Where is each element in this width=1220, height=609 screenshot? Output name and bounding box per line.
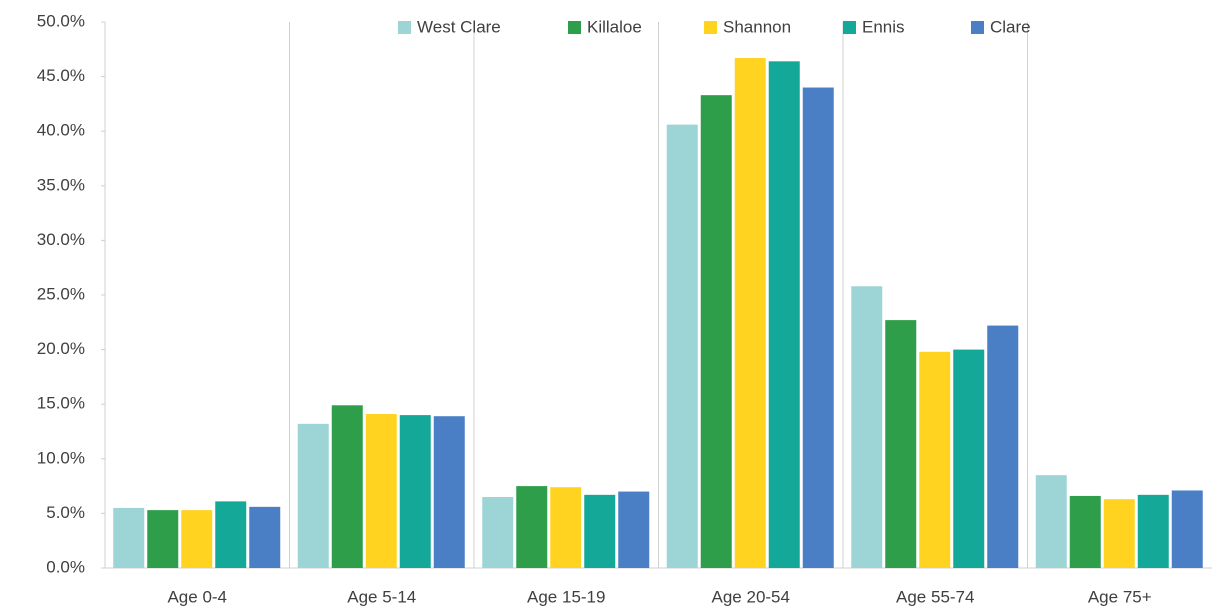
bar [1103, 499, 1135, 568]
x-tick-label: Age 15-19 [527, 587, 605, 606]
y-tick-label: 45.0% [37, 66, 85, 85]
y-tick-label: 5.0% [46, 503, 85, 522]
x-tick-label: Age 75+ [1088, 587, 1152, 606]
bar [768, 61, 800, 568]
y-tick-label: 20.0% [37, 339, 85, 358]
bar [113, 507, 145, 568]
y-tick-label: 25.0% [37, 284, 85, 303]
y-tick-label: 35.0% [37, 175, 85, 194]
bar [516, 486, 548, 568]
legend-swatch [398, 21, 411, 34]
bar [885, 320, 917, 568]
bar [1069, 495, 1101, 568]
x-tick-label: Age 20-54 [712, 587, 790, 606]
bar [181, 510, 213, 568]
y-tick-label: 50.0% [37, 11, 85, 30]
bar [215, 501, 247, 568]
bar [365, 414, 397, 568]
bar [618, 491, 650, 568]
bar [919, 351, 951, 568]
legend-label: Shannon [723, 17, 791, 36]
x-tick-label: Age 55-74 [896, 587, 974, 606]
bar [1035, 475, 1067, 568]
legend-swatch [971, 21, 984, 34]
x-tick-label: Age 0-4 [167, 587, 227, 606]
bar [433, 416, 465, 568]
bar [331, 405, 363, 568]
y-tick-label: 30.0% [37, 230, 85, 249]
bar [953, 349, 985, 568]
bar [987, 325, 1019, 568]
y-tick-label: 40.0% [37, 121, 85, 140]
legend-swatch [568, 21, 581, 34]
bar [147, 510, 179, 568]
bar [399, 415, 431, 568]
legend-label: Ennis [862, 17, 905, 36]
bar [482, 497, 514, 568]
y-tick-label: 0.0% [46, 557, 85, 576]
legend-swatch [704, 21, 717, 34]
bar [734, 58, 766, 568]
y-tick-label: 10.0% [37, 448, 85, 467]
y-tick-label: 15.0% [37, 394, 85, 413]
bar [666, 124, 698, 568]
bar [550, 487, 582, 568]
bar [249, 506, 281, 568]
bar [584, 494, 616, 568]
bar [700, 95, 732, 568]
bar [851, 286, 883, 568]
bar [297, 423, 329, 568]
legend-label: Clare [990, 17, 1031, 36]
bar [802, 87, 834, 569]
legend-label: West Clare [417, 17, 501, 36]
legend-label: Killaloe [587, 17, 642, 36]
bar [1171, 490, 1203, 568]
legend-swatch [843, 21, 856, 34]
bar [1137, 494, 1169, 568]
x-tick-label: Age 5-14 [347, 587, 416, 606]
